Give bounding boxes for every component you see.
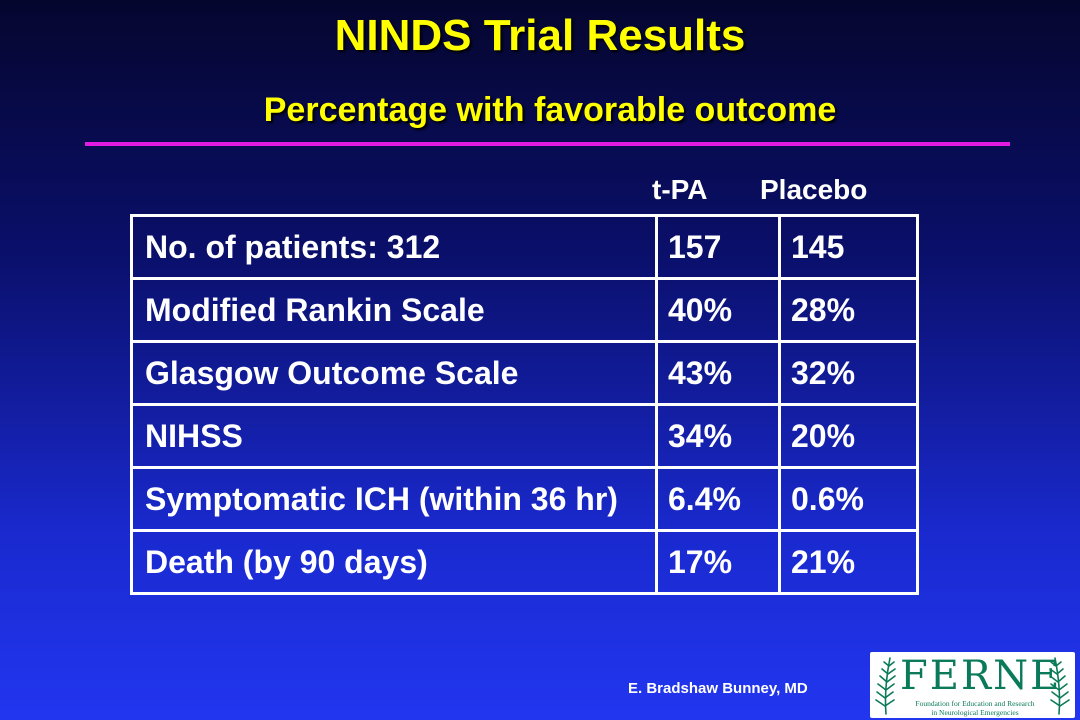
slide-subtitle: Percentage with favorable outcome [263, 91, 837, 129]
placebo-value: 145 [778, 214, 919, 280]
author-credit: E. Bradshaw Bunney, MD [628, 680, 808, 697]
column-header-placebo: Placebo [760, 174, 868, 205]
table-row: Death (by 90 days) 17% 21% [130, 529, 919, 595]
placebo-value: 28% [778, 277, 919, 343]
title-divider [85, 142, 1010, 146]
row-label: Modified Rankin Scale [130, 277, 658, 343]
logo-caption: Foundation for Education and Research in… [900, 699, 1050, 717]
placebo-value: 32% [778, 340, 919, 406]
tpa-value: 157 [655, 214, 781, 280]
placebo-value: 21% [778, 529, 919, 595]
logo-wordmark: FERNE [900, 653, 1062, 699]
results-table: No. of patients: 312 157 145 Modified Ra… [130, 214, 919, 595]
row-label: Symptomatic ICH (within 36 hr) [130, 466, 658, 532]
tpa-value: 34% [655, 403, 781, 469]
row-label: Glasgow Outcome Scale [130, 340, 658, 406]
row-label: NIHSS [130, 403, 658, 469]
placebo-value: 20% [778, 403, 919, 469]
fern-leaf-icon [875, 657, 1070, 715]
tpa-value: 17% [655, 529, 781, 595]
table-row: Glasgow Outcome Scale 43% 32% [130, 340, 919, 406]
slide-title: NINDS Trial Results [334, 11, 746, 60]
table-row: No. of patients: 312 157 145 [130, 214, 919, 280]
column-header-tpa: t-PA [652, 174, 708, 205]
tpa-value: 40% [655, 277, 781, 343]
table-row: NIHSS 34% 20% [130, 403, 919, 469]
placebo-value: 0.6% [778, 466, 919, 532]
logo-caption-line: Foundation for Education and Research [915, 699, 1035, 708]
logo-caption-line: in Neurological Emergencies [931, 708, 1019, 717]
tpa-value: 6.4% [655, 466, 781, 532]
table-row: Symptomatic ICH (within 36 hr) 6.4% 0.6% [130, 466, 919, 532]
tpa-value: 43% [655, 340, 781, 406]
row-label: No. of patients: 312 [130, 214, 658, 280]
ferne-logo: FERNE Foundation for Education and Resea… [870, 652, 1075, 718]
row-label: Death (by 90 days) [130, 529, 658, 595]
table-row: Modified Rankin Scale 40% 28% [130, 277, 919, 343]
